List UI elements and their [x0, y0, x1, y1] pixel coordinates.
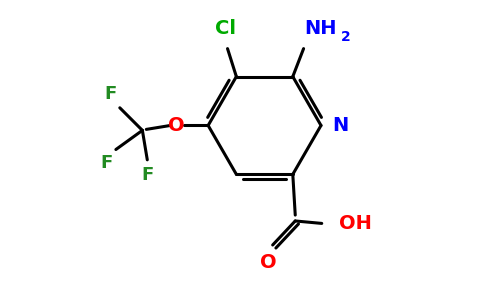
Text: Cl: Cl [214, 19, 236, 38]
Text: 2: 2 [340, 30, 350, 44]
Text: F: F [141, 166, 153, 184]
Text: NH: NH [304, 19, 337, 38]
Text: F: F [100, 154, 112, 172]
Text: OH: OH [339, 214, 372, 233]
Text: O: O [168, 116, 185, 135]
Text: N: N [332, 116, 348, 135]
Text: F: F [105, 85, 117, 103]
Text: O: O [260, 253, 277, 272]
